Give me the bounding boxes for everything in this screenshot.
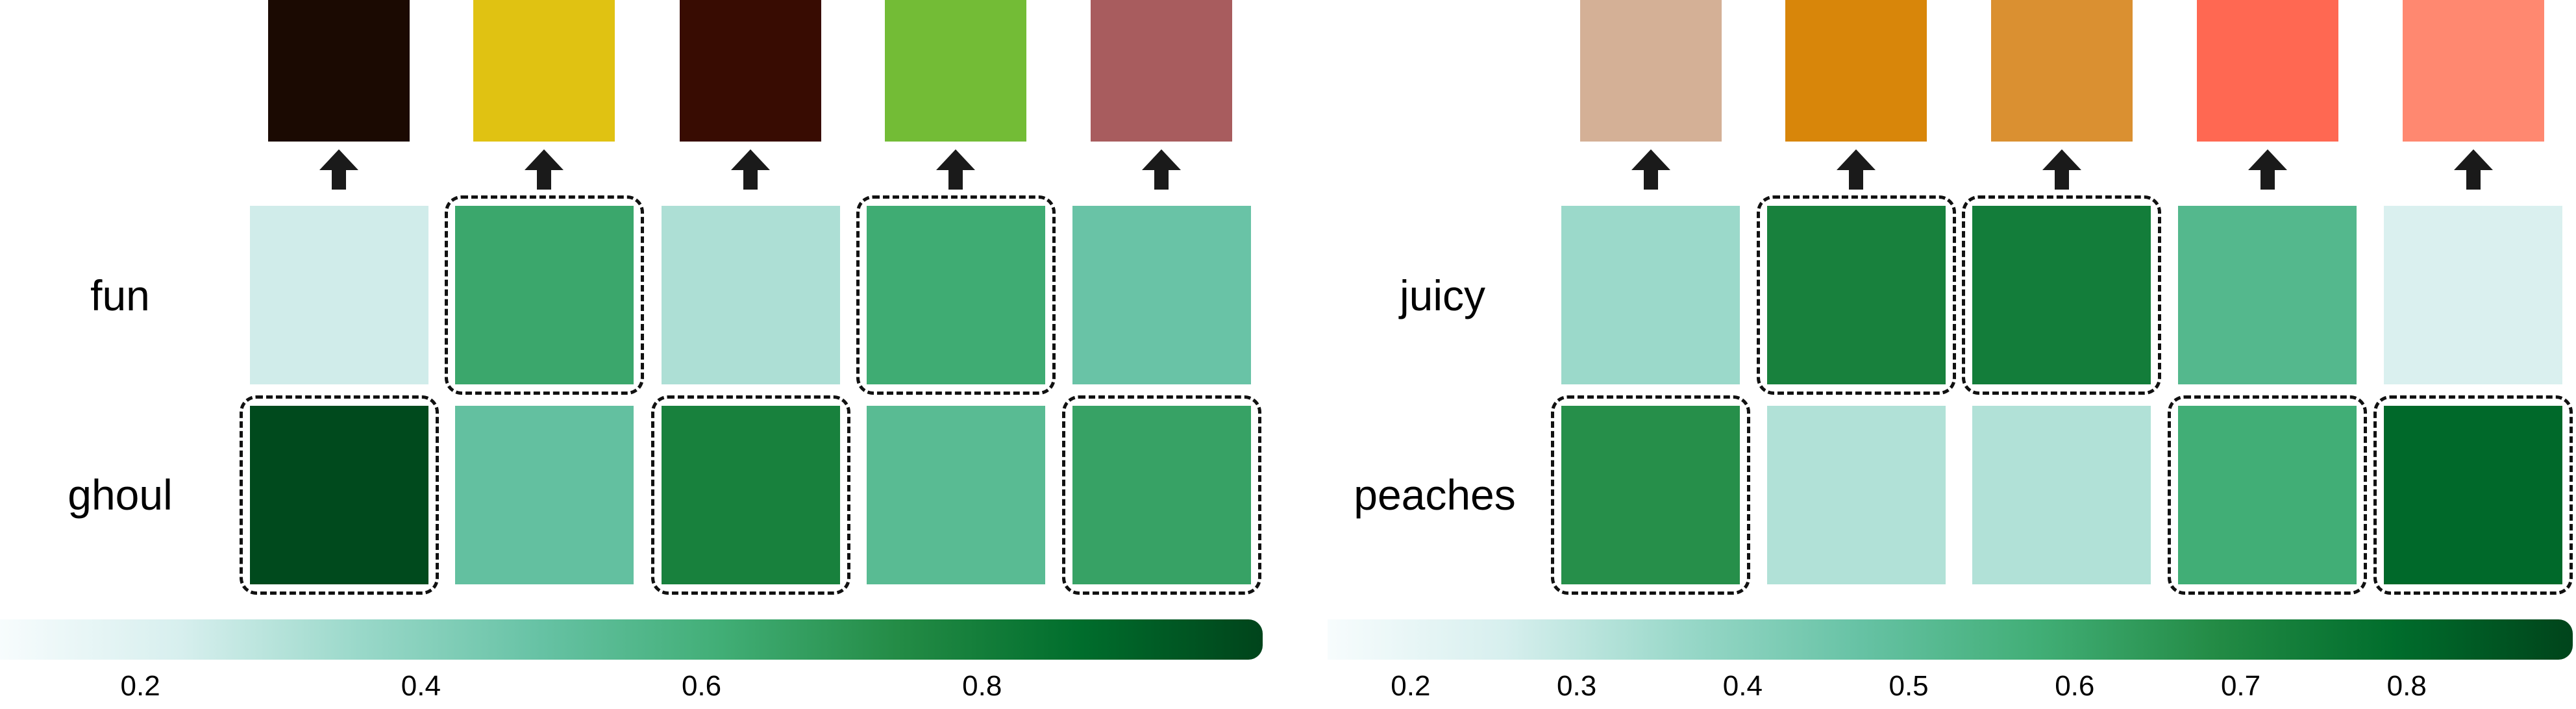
weight-cell	[455, 406, 634, 584]
selection-box	[1062, 395, 1261, 595]
color-swatch	[473, 0, 615, 142]
selection-box	[240, 395, 439, 595]
colorbar-tick-label: 0.2	[1391, 670, 1431, 702]
weight-cell	[1972, 206, 2151, 384]
word-label: juicy	[1399, 271, 1486, 319]
weight-cell	[867, 406, 1045, 584]
up-arrow-icon	[2454, 149, 2493, 190]
weight-cell	[662, 206, 840, 384]
colorbar	[1328, 619, 2573, 660]
color-swatch	[680, 0, 821, 142]
colorbar	[0, 619, 1263, 660]
weight-cell	[1072, 206, 1251, 384]
up-arrow-icon	[731, 149, 770, 190]
weight-cell	[250, 206, 428, 384]
selection-box	[856, 195, 1056, 395]
color-swatch	[1580, 0, 1722, 142]
color-swatch	[268, 0, 410, 142]
weight-cell	[2178, 406, 2357, 584]
colorbar-tick-label: 0.8	[962, 670, 1002, 702]
weight-cell	[1561, 406, 1740, 584]
colorbar-tick-label: 0.4	[401, 670, 441, 702]
color-swatch	[2403, 0, 2544, 142]
colorbar-tick-label: 0.7	[2220, 670, 2261, 702]
selection-box	[2373, 395, 2573, 595]
weight-cell	[1767, 206, 1946, 384]
colorbar-tick-label: 0.4	[1722, 670, 1763, 702]
weight-cell	[662, 406, 840, 584]
word-label: peaches	[1354, 471, 1516, 519]
selection-box	[651, 395, 850, 595]
weight-cell	[867, 206, 1045, 384]
up-arrow-icon	[525, 149, 564, 190]
colorbar-tick-label: 0.8	[2386, 670, 2427, 702]
colorbar-tick-label: 0.2	[120, 670, 160, 702]
weight-cell	[2384, 406, 2562, 584]
colorbar-tick-label: 0.6	[681, 670, 722, 702]
weight-cell	[455, 206, 634, 384]
colorbar-tick-label: 0.5	[1889, 670, 1929, 702]
weight-cell	[2384, 206, 2562, 384]
weight-cell	[1072, 406, 1251, 584]
up-arrow-icon	[2248, 149, 2287, 190]
colorbar-tick-label: 0.3	[1557, 670, 1597, 702]
up-arrow-icon	[1631, 149, 1670, 190]
color-swatch	[1091, 0, 1232, 142]
weight-cell	[1972, 406, 2151, 584]
up-arrow-icon	[319, 149, 358, 190]
weight-cell	[2178, 206, 2357, 384]
color-swatch	[1785, 0, 1927, 142]
color-swatch	[2197, 0, 2338, 142]
up-arrow-icon	[1837, 149, 1876, 190]
up-arrow-icon	[2042, 149, 2081, 190]
selection-box	[2168, 395, 2367, 595]
up-arrow-icon	[936, 149, 975, 190]
selection-box	[445, 195, 644, 395]
selection-box	[1757, 195, 1956, 395]
selection-box	[1551, 395, 1750, 595]
colorbar-tick-label: 0.6	[2055, 670, 2095, 702]
color-swatch	[1991, 0, 2133, 142]
selection-box	[1962, 195, 2161, 395]
up-arrow-icon	[1142, 149, 1181, 190]
word-label: ghoul	[68, 471, 173, 519]
weight-cell	[250, 406, 428, 584]
color-swatch	[885, 0, 1026, 142]
weight-cell	[1767, 406, 1946, 584]
weight-cell	[1561, 206, 1740, 384]
word-label: fun	[90, 271, 150, 319]
